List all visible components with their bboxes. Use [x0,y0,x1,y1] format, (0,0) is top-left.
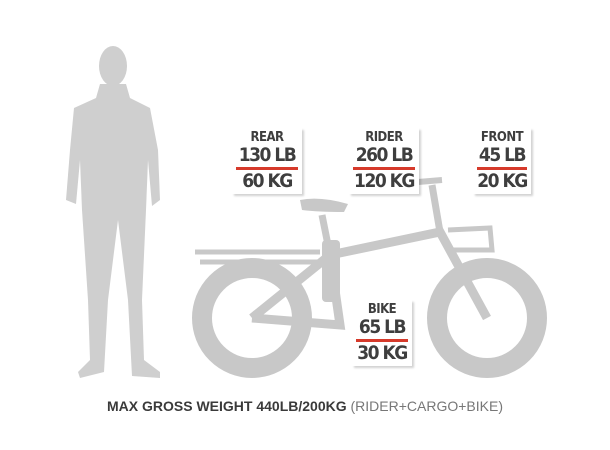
rider-kg: 120 KG [354,170,415,192]
bike-lb: 65 LB [358,316,407,338]
accent-rule [353,167,415,170]
front-load-label: FRONT 45 LB 20 KG [473,128,531,194]
bike-weight-label: BIKE 65 LB 30 KG [352,300,412,366]
caption-main: MAX GROSS WEIGHT 440LB/200KG [107,398,347,414]
accent-rule [477,167,527,170]
rear-lb: 130 LB [238,144,297,166]
bike-silhouette [192,177,547,378]
bike-kg: 30 KG [357,342,408,364]
caption-note: (RIDER+CARGO+BIKE) [350,398,503,414]
accent-rule [236,167,298,170]
max-weight-caption: MAX GROSS WEIGHT 440LB/200KG (RIDER+CARG… [0,398,610,414]
rear-title: REAR [250,130,284,145]
front-kg: 20 KG [477,170,528,192]
front-lb: 45 LB [478,144,527,166]
rider-lb: 260 LB [355,144,414,166]
front-title: FRONT [480,130,524,145]
accent-rule [356,339,408,342]
rear-load-label: REAR 130 LB 60 KG [232,128,302,194]
rider-title: RIDER [365,130,403,145]
bike-parts [300,198,348,302]
rider-load-label: RIDER 260 LB 120 KG [349,128,419,194]
rear-kg: 60 KG [242,170,293,192]
bike-title: BIKE [367,302,397,317]
person-silhouette [66,46,160,378]
